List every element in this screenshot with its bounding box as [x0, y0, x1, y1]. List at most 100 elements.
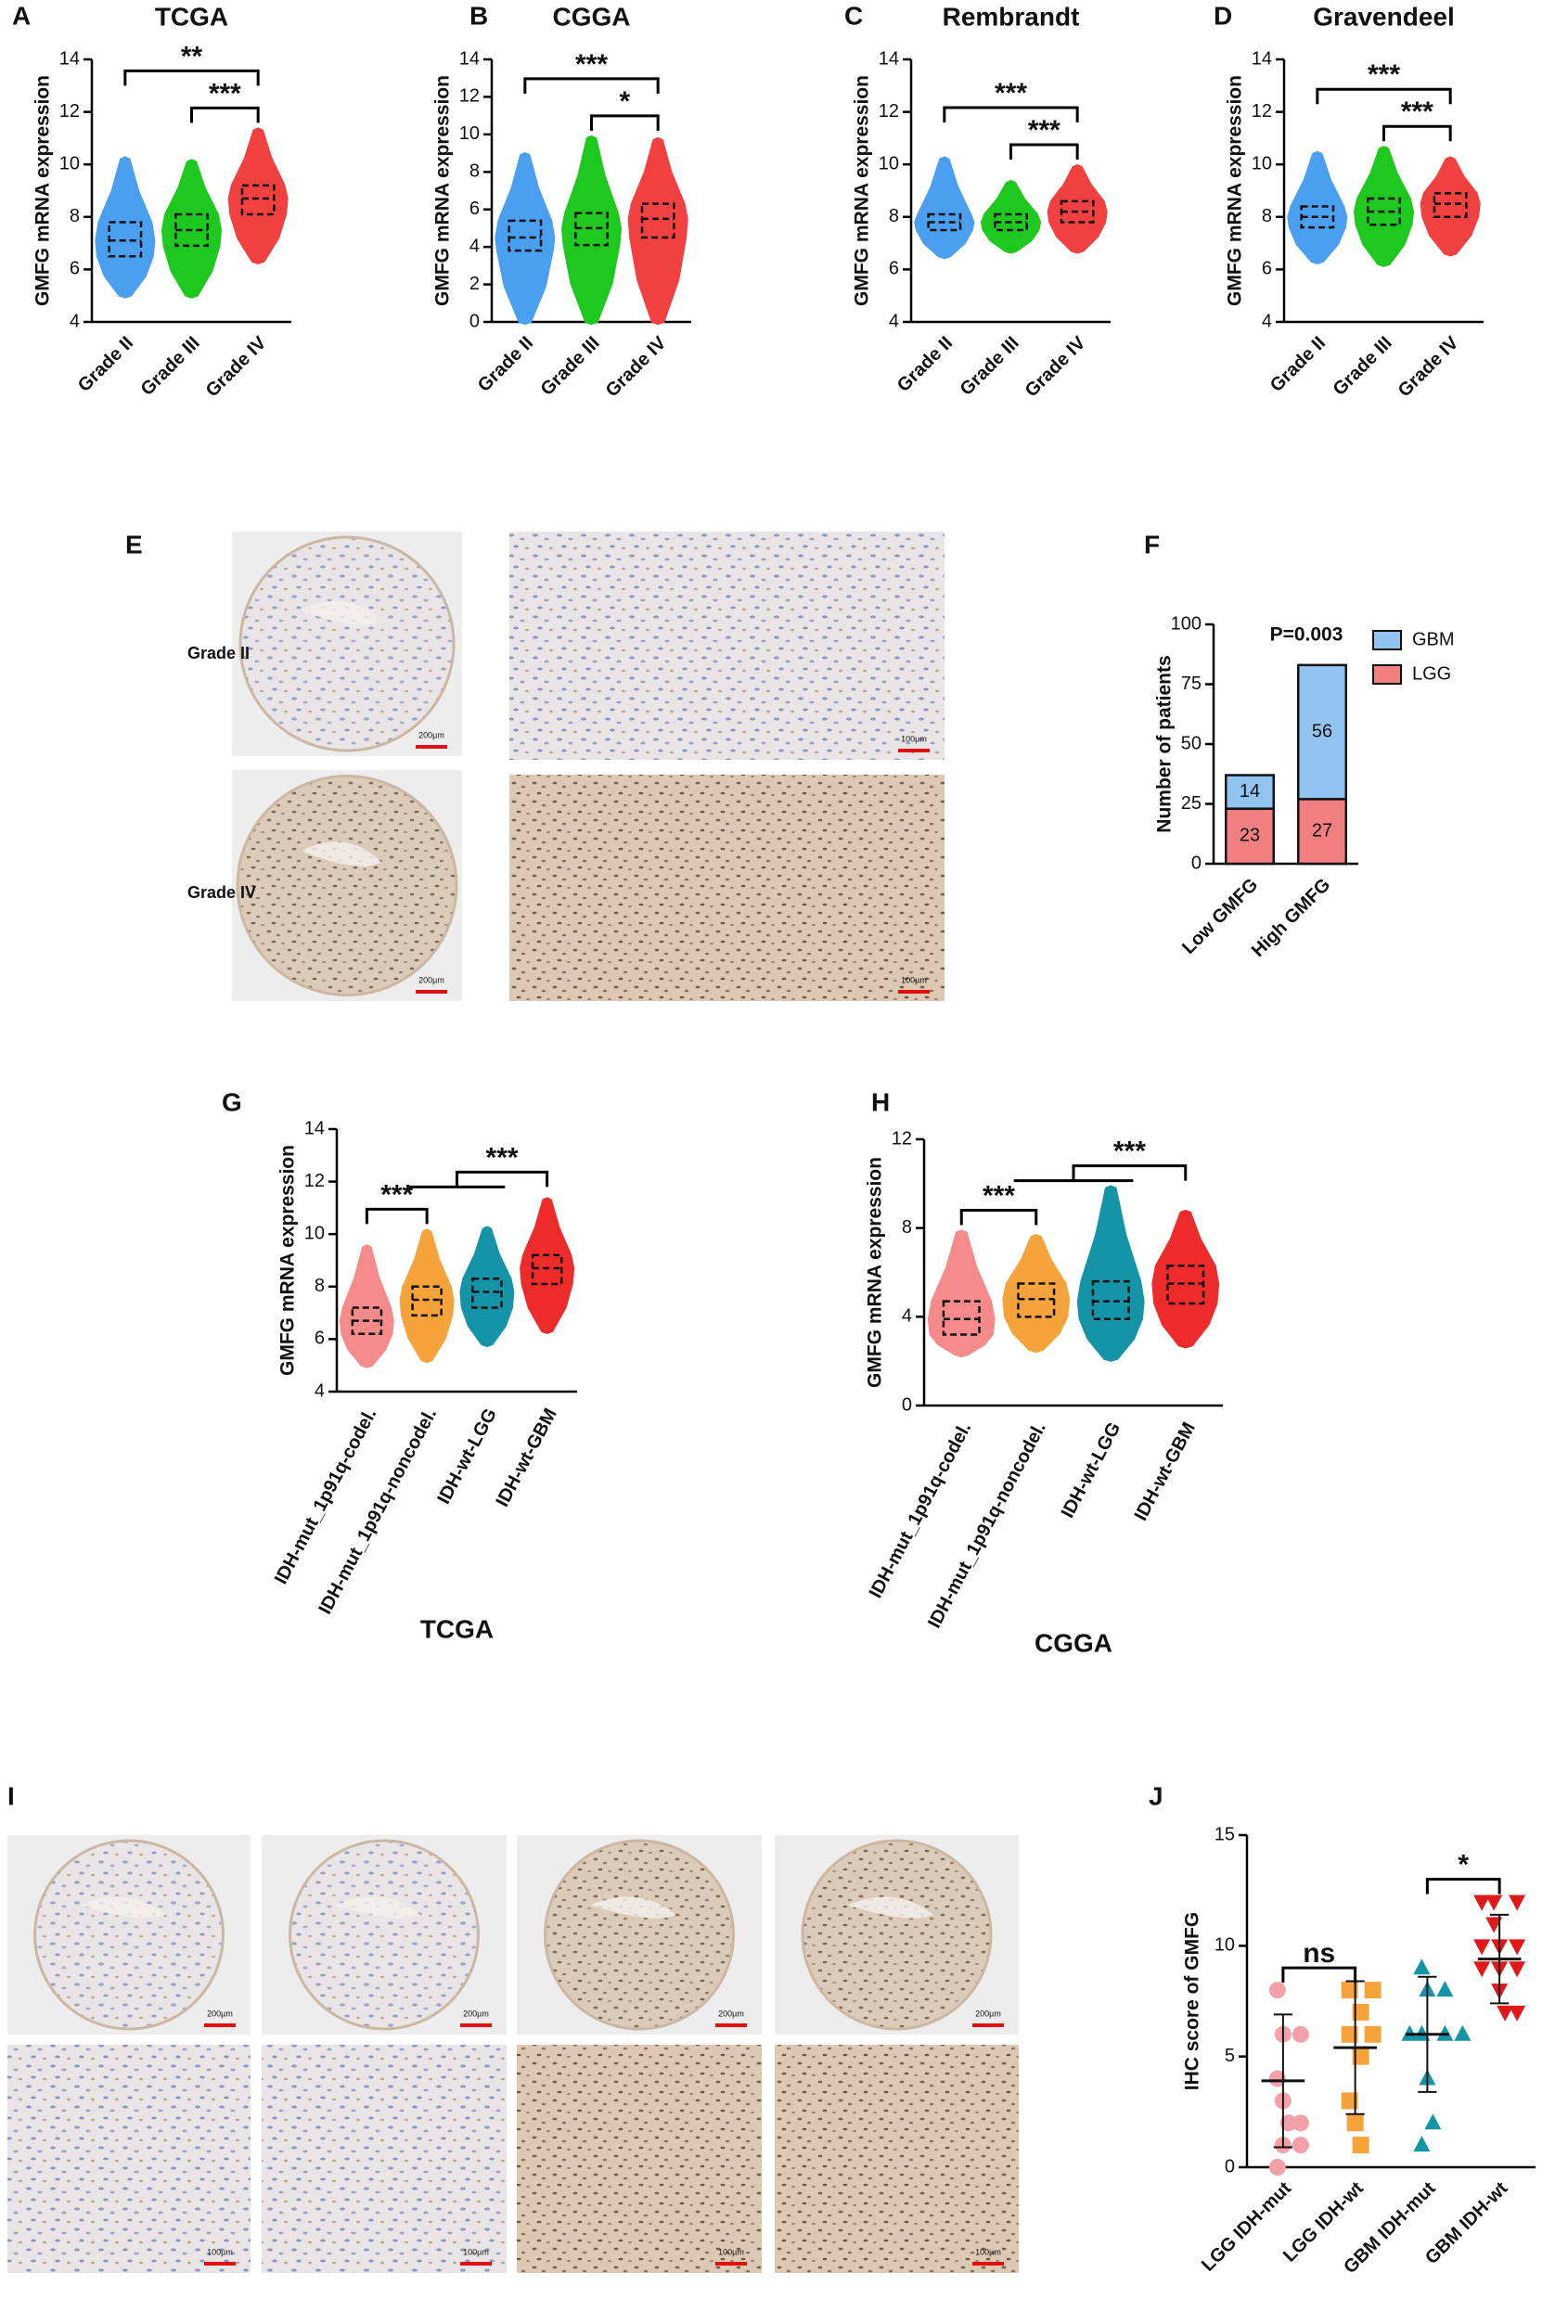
x-tick-label: Grade II: [74, 333, 137, 396]
box: [640, 202, 675, 239]
chart-title: Gravendeel: [1313, 2, 1455, 31]
significance-label: ***: [575, 49, 608, 80]
y-axis-label: GMFG mRNA expression: [32, 75, 54, 306]
point: [1364, 1982, 1382, 1999]
y-tick-label: 8: [315, 1276, 325, 1296]
x-tick-label: High GMFG: [1248, 875, 1334, 961]
scale-bar-label: 100µm: [718, 2247, 744, 2256]
tissue-core: [236, 775, 458, 996]
significance-bracket: [1009, 143, 1079, 160]
box: [508, 219, 543, 252]
point: [1341, 2025, 1358, 2043]
scale-bar-label: 200µm: [975, 2009, 1001, 2018]
y-tick-label: 0: [902, 1394, 912, 1415]
y-tick-label: 12: [304, 1171, 325, 1191]
violin: [914, 156, 975, 260]
y-tick-label: 4: [469, 236, 480, 256]
data-label: 23: [1240, 826, 1260, 846]
x-tick-label: Grade III: [137, 333, 204, 400]
violin: [560, 135, 623, 325]
violin: [1420, 156, 1481, 257]
y-tick-label: 10: [879, 153, 899, 173]
point: [1413, 1958, 1431, 1975]
violin: [459, 1226, 515, 1348]
tissue-core: [289, 1839, 480, 2031]
y-tick-label: 10: [1252, 153, 1272, 173]
chart-title: TCGA: [155, 2, 228, 31]
scale-bar: [460, 2023, 492, 2027]
scale-bar: [715, 2262, 747, 2266]
point: [1485, 1917, 1503, 1933]
tissue-gap: [301, 841, 382, 867]
y-tick-label: 8: [889, 206, 899, 226]
significance-label: ***: [1368, 59, 1400, 90]
box: [1433, 192, 1468, 219]
y-tick-label: 6: [889, 259, 899, 279]
violin: [627, 136, 688, 325]
point: [1473, 1961, 1491, 1978]
p-value: P=0.003: [1270, 624, 1343, 646]
violin: [927, 1229, 996, 1357]
panel-letter: A: [12, 1, 31, 30]
panel-letter: H: [871, 1087, 890, 1116]
legend-swatch: [1372, 630, 1402, 650]
violin: [161, 159, 223, 299]
data-label: 27: [1312, 820, 1332, 841]
y-tick-label: 10: [459, 123, 480, 144]
y-tick-label: 14: [1252, 48, 1272, 69]
x-tick-label: Grade IV: [1022, 332, 1090, 401]
point: [1292, 2114, 1309, 2132]
significance-label: ***: [380, 1179, 413, 1210]
significance-bracket: [1072, 1164, 1188, 1181]
tissue-field: [509, 775, 945, 1001]
point: [1509, 1961, 1526, 1978]
point: [1436, 1981, 1454, 1997]
significance-bracket: [1382, 124, 1452, 142]
y-tick-label: 10: [304, 1223, 325, 1243]
significance-bracket: [523, 77, 660, 94]
x-tick-label: Grade IV: [202, 332, 271, 401]
point: [1364, 2025, 1382, 2043]
x-tick-label: Grade IV: [602, 332, 671, 401]
bar-segment: [1225, 807, 1275, 866]
violin: [95, 156, 156, 299]
point: [1424, 2113, 1442, 2130]
significance-bracket: [190, 106, 260, 123]
point: [1454, 2024, 1472, 2041]
significance-label: ***: [1401, 96, 1433, 127]
point: [1341, 1982, 1358, 1999]
y-tick-label: 10: [59, 153, 80, 173]
y-axis-label: GMFG mRNA expression: [1225, 75, 1246, 306]
significance-label: ***: [983, 1180, 1015, 1211]
scale-bar: [416, 745, 447, 749]
y-tick-label: 14: [304, 1118, 325, 1138]
significance-label: **: [181, 41, 203, 71]
significance-bracket: [365, 1207, 429, 1225]
y-tick-label: 2: [469, 274, 480, 294]
point: [1268, 2159, 1286, 2176]
point: [1497, 2005, 1514, 2022]
point: [1346, 2114, 1364, 2132]
tissue-gap: [590, 1896, 676, 1919]
tissue-core: [544, 1839, 735, 2031]
y-tick-label: 25: [1181, 793, 1202, 814]
point: [1352, 2137, 1369, 2154]
scale-bar-label: 200µm: [418, 730, 444, 739]
y-tick-label: 0: [469, 311, 480, 331]
violin: [1002, 1234, 1071, 1354]
tissue-core: [33, 1839, 225, 2031]
point: [1509, 2005, 1526, 2022]
box: [108, 221, 143, 258]
significance-bracket: [1425, 1878, 1501, 1894]
y-tick-label: 12: [879, 101, 899, 122]
legend-swatch: [1372, 664, 1402, 685]
panel-letter: F: [1144, 530, 1160, 559]
y-tick-label: 14: [459, 48, 480, 69]
y-tick-label: 4: [1262, 311, 1272, 331]
point: [1268, 1982, 1286, 1999]
tissue-core: [801, 1839, 993, 2031]
scale-bar-label: 100µm: [207, 2247, 233, 2256]
tissue-field: [509, 532, 945, 760]
point: [1292, 2137, 1309, 2154]
